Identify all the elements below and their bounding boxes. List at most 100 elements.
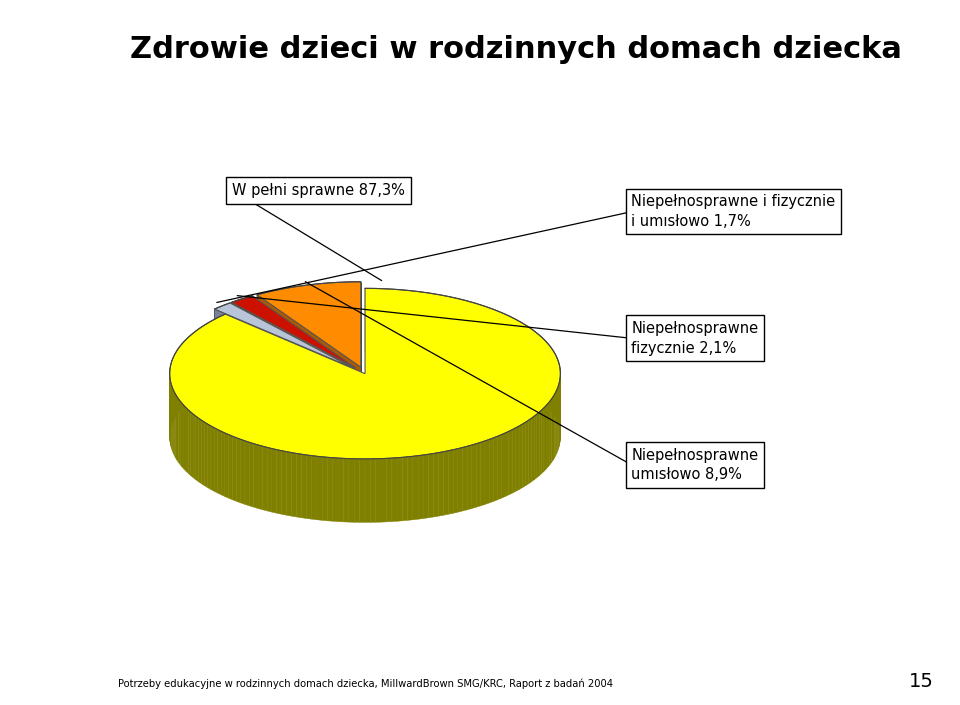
- Polygon shape: [519, 321, 522, 386]
- Polygon shape: [423, 454, 428, 519]
- Polygon shape: [532, 329, 535, 395]
- Polygon shape: [537, 333, 540, 398]
- Polygon shape: [215, 303, 354, 369]
- Polygon shape: [186, 407, 188, 474]
- Polygon shape: [433, 453, 439, 517]
- Polygon shape: [365, 459, 371, 522]
- Polygon shape: [365, 288, 371, 352]
- Polygon shape: [381, 288, 387, 352]
- Polygon shape: [529, 327, 532, 393]
- Polygon shape: [468, 445, 471, 510]
- Polygon shape: [191, 412, 193, 477]
- Polygon shape: [444, 295, 448, 360]
- Polygon shape: [516, 426, 519, 491]
- Polygon shape: [286, 452, 292, 516]
- Polygon shape: [215, 309, 354, 432]
- Polygon shape: [241, 439, 245, 504]
- Polygon shape: [301, 454, 306, 518]
- Polygon shape: [463, 300, 468, 364]
- Polygon shape: [292, 453, 297, 517]
- Polygon shape: [297, 453, 301, 517]
- Polygon shape: [402, 290, 408, 354]
- Text: W pełni sprawne 87,3%: W pełni sprawne 87,3%: [232, 183, 405, 198]
- Polygon shape: [381, 458, 387, 522]
- Polygon shape: [204, 323, 207, 388]
- Polygon shape: [179, 346, 180, 412]
- Polygon shape: [476, 304, 481, 369]
- Polygon shape: [375, 288, 381, 352]
- Polygon shape: [218, 316, 222, 381]
- Polygon shape: [472, 302, 476, 367]
- Polygon shape: [199, 418, 202, 484]
- Polygon shape: [221, 431, 225, 496]
- Polygon shape: [204, 422, 207, 488]
- Polygon shape: [463, 446, 468, 511]
- Polygon shape: [522, 422, 525, 488]
- Polygon shape: [397, 290, 402, 353]
- Polygon shape: [408, 456, 413, 520]
- Polygon shape: [548, 401, 550, 467]
- Text: Niepełnosprawne
umısłowo 8,9%: Niepełnosprawne umısłowo 8,9%: [632, 448, 758, 482]
- Polygon shape: [529, 418, 532, 484]
- Polygon shape: [444, 450, 448, 515]
- Polygon shape: [541, 337, 544, 403]
- Text: Niepełnosprawne
fizycznie 2,1%: Niepełnosprawne fizycznie 2,1%: [632, 321, 758, 355]
- Polygon shape: [481, 441, 485, 506]
- Polygon shape: [338, 458, 344, 522]
- Polygon shape: [228, 435, 232, 500]
- Polygon shape: [550, 346, 551, 412]
- Polygon shape: [501, 312, 505, 378]
- Polygon shape: [327, 458, 333, 521]
- Polygon shape: [193, 414, 196, 479]
- Text: 15: 15: [908, 672, 933, 691]
- Polygon shape: [490, 308, 493, 373]
- Polygon shape: [556, 390, 557, 456]
- Polygon shape: [557, 388, 558, 453]
- Polygon shape: [176, 395, 177, 460]
- Polygon shape: [196, 329, 199, 394]
- Polygon shape: [230, 303, 354, 432]
- Polygon shape: [509, 430, 513, 495]
- Polygon shape: [490, 438, 493, 503]
- Polygon shape: [419, 292, 423, 356]
- Polygon shape: [453, 298, 458, 362]
- Polygon shape: [218, 429, 221, 495]
- Polygon shape: [513, 428, 516, 494]
- Polygon shape: [257, 295, 361, 431]
- Polygon shape: [448, 297, 453, 361]
- Polygon shape: [448, 450, 453, 514]
- Polygon shape: [413, 291, 419, 355]
- Polygon shape: [225, 433, 228, 498]
- Polygon shape: [540, 335, 541, 400]
- Text: FUNDACJA
ŚWIĘTEGO
MIKOŁAJA: FUNDACJA ŚWIĘTEGO MIKOŁAJA: [11, 606, 61, 642]
- Polygon shape: [408, 290, 413, 355]
- Polygon shape: [211, 426, 214, 491]
- Polygon shape: [485, 307, 490, 372]
- Polygon shape: [184, 405, 186, 471]
- Polygon shape: [191, 333, 193, 398]
- Polygon shape: [468, 301, 472, 366]
- Polygon shape: [232, 436, 236, 501]
- Polygon shape: [509, 316, 513, 381]
- Polygon shape: [250, 442, 253, 507]
- Polygon shape: [553, 395, 555, 460]
- Polygon shape: [537, 412, 540, 478]
- Polygon shape: [551, 348, 553, 414]
- Polygon shape: [207, 321, 211, 386]
- Polygon shape: [276, 450, 281, 514]
- Polygon shape: [402, 457, 408, 521]
- Polygon shape: [175, 392, 176, 458]
- Polygon shape: [555, 352, 556, 419]
- Polygon shape: [481, 305, 485, 370]
- Text: Niepełnosprawne i fizycznie
i umısłowo 1,7%: Niepełnosprawne i fizycznie i umısłowo 1…: [632, 195, 835, 228]
- Polygon shape: [501, 433, 505, 498]
- Polygon shape: [306, 455, 312, 519]
- Polygon shape: [548, 344, 550, 410]
- Polygon shape: [211, 319, 214, 385]
- Polygon shape: [453, 448, 458, 513]
- Polygon shape: [471, 443, 476, 508]
- Polygon shape: [214, 428, 218, 493]
- Polygon shape: [555, 393, 556, 458]
- Polygon shape: [413, 455, 418, 520]
- Polygon shape: [439, 452, 444, 516]
